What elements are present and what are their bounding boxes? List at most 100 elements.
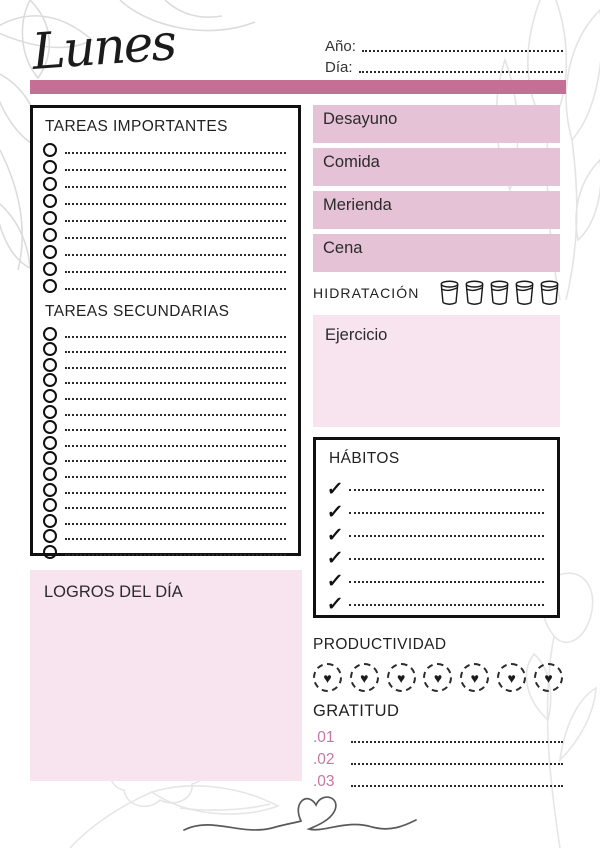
checkmark-icon[interactable]: ✓ (325, 571, 345, 592)
task-write-line[interactable] (65, 397, 286, 400)
task-write-line[interactable] (65, 271, 286, 273)
task-checkbox-circle[interactable] (43, 513, 57, 528)
gratitude-section: GRATITUD .01 .02 .03 (313, 702, 563, 791)
task-checkbox-circle[interactable] (43, 498, 57, 513)
task-write-line[interactable] (65, 444, 286, 447)
task-checkbox-circle[interactable] (43, 211, 57, 225)
task-checkbox-circle[interactable] (43, 388, 57, 403)
task-write-line[interactable] (65, 335, 286, 338)
task-write-line[interactable] (65, 429, 286, 432)
checkmark-icon[interactable]: ✓ (325, 594, 345, 615)
checkmark-icon[interactable]: ✓ (325, 525, 345, 546)
checkmark-icon[interactable]: ✓ (325, 502, 345, 523)
meal-row-desayuno[interactable]: Desayuno (313, 105, 560, 143)
meal-row-cena[interactable]: Cena (313, 234, 560, 272)
task-checkbox-circle[interactable] (43, 482, 57, 497)
habit-write-line[interactable] (348, 581, 544, 583)
exercise-panel[interactable]: Ejercicio (313, 315, 560, 427)
water-glass-icon[interactable] (539, 280, 560, 306)
meal-row-comida[interactable]: Comida (313, 148, 560, 186)
task-write-line[interactable] (65, 220, 286, 222)
water-glass-icon[interactable] (464, 280, 485, 306)
task-write-line[interactable] (65, 203, 286, 205)
achievements-panel[interactable]: LOGROS DEL DÍA (30, 570, 302, 781)
task-row (43, 420, 286, 436)
heart-rating-icon[interactable]: ♥ (423, 663, 453, 692)
heart-rating-icon[interactable]: ♥ (460, 663, 490, 692)
task-checkbox-circle[interactable] (43, 279, 57, 293)
task-row (43, 529, 286, 545)
task-checkbox-circle[interactable] (43, 544, 57, 559)
task-write-line[interactable] (65, 152, 286, 154)
task-checkbox-circle[interactable] (43, 357, 57, 372)
task-write-line[interactable] (65, 460, 286, 463)
habits-panel: HÁBITOS ✓ ✓ ✓ ✓ (313, 437, 560, 618)
water-glass-icon[interactable] (439, 280, 460, 306)
task-write-line[interactable] (65, 491, 286, 494)
task-checkbox-circle[interactable] (43, 435, 57, 450)
task-checkbox-circle[interactable] (43, 404, 57, 419)
task-write-line[interactable] (65, 351, 286, 354)
habit-write-line[interactable] (348, 535, 544, 537)
task-row (43, 513, 286, 529)
gratitude-row-1: .01 (313, 725, 563, 747)
task-row (43, 498, 286, 514)
task-write-line[interactable] (65, 237, 286, 239)
water-glass-icon[interactable] (514, 280, 535, 306)
task-checkbox-circle[interactable] (43, 466, 57, 481)
habit-row: ✓ (325, 565, 544, 592)
habit-write-line[interactable] (348, 512, 544, 514)
habit-write-line[interactable] (348, 558, 544, 560)
task-checkbox-circle[interactable] (43, 420, 57, 435)
meal-label: Comida (323, 153, 380, 171)
task-checkbox-circle[interactable] (43, 245, 57, 259)
task-checkbox-circle[interactable] (43, 326, 57, 341)
checkmark-icon[interactable]: ✓ (325, 479, 345, 500)
habit-row: ✓ (325, 496, 544, 523)
checkmark-icon[interactable]: ✓ (325, 548, 345, 569)
year-input-line[interactable] (361, 50, 563, 52)
task-write-line[interactable] (65, 169, 286, 171)
task-write-line[interactable] (65, 507, 286, 510)
habit-write-line[interactable] (348, 604, 544, 606)
task-checkbox-circle[interactable] (43, 529, 57, 544)
task-checkbox-circle[interactable] (43, 342, 57, 357)
task-checkbox-circle[interactable] (43, 143, 57, 157)
task-row (43, 466, 286, 482)
meal-row-merienda[interactable]: Merienda (313, 191, 560, 229)
task-checkbox-circle[interactable] (43, 160, 57, 174)
gratitude-write-line[interactable] (351, 763, 563, 765)
heart-rating-icon[interactable]: ♥ (313, 663, 342, 692)
task-row (43, 435, 286, 451)
gratitude-write-line[interactable] (351, 785, 563, 787)
gratitude-row-3: .03 (313, 769, 563, 791)
task-row (43, 357, 286, 373)
heart-rating-icon[interactable]: ♥ (497, 663, 527, 692)
task-write-line[interactable] (65, 475, 286, 478)
task-checkbox-circle[interactable] (43, 373, 57, 388)
heart-rating-icon[interactable]: ♥ (533, 663, 563, 692)
hydration-glasses (439, 280, 560, 306)
task-write-line[interactable] (65, 413, 286, 416)
task-write-line[interactable] (65, 522, 286, 525)
task-write-line[interactable] (65, 254, 286, 256)
task-write-line[interactable] (65, 553, 286, 556)
water-glass-icon[interactable] (489, 280, 510, 306)
task-write-line[interactable] (65, 538, 286, 541)
heart-rating-icon[interactable]: ♥ (386, 663, 416, 692)
task-checkbox-circle[interactable] (43, 262, 57, 276)
task-write-line[interactable] (65, 366, 286, 369)
task-write-line[interactable] (65, 382, 286, 385)
task-write-line[interactable] (65, 186, 286, 188)
date-block: Año: Día: (325, 34, 563, 76)
habit-write-line[interactable] (348, 489, 544, 491)
task-write-line[interactable] (65, 288, 286, 290)
task-checkbox-circle[interactable] (43, 194, 57, 208)
task-checkbox-circle[interactable] (43, 451, 57, 466)
task-checkbox-circle[interactable] (43, 177, 57, 191)
heart-rating-icon[interactable]: ♥ (349, 663, 379, 692)
gratitude-write-line[interactable] (351, 741, 563, 743)
day-input-line[interactable] (358, 71, 563, 73)
task-checkbox-circle[interactable] (43, 228, 57, 242)
